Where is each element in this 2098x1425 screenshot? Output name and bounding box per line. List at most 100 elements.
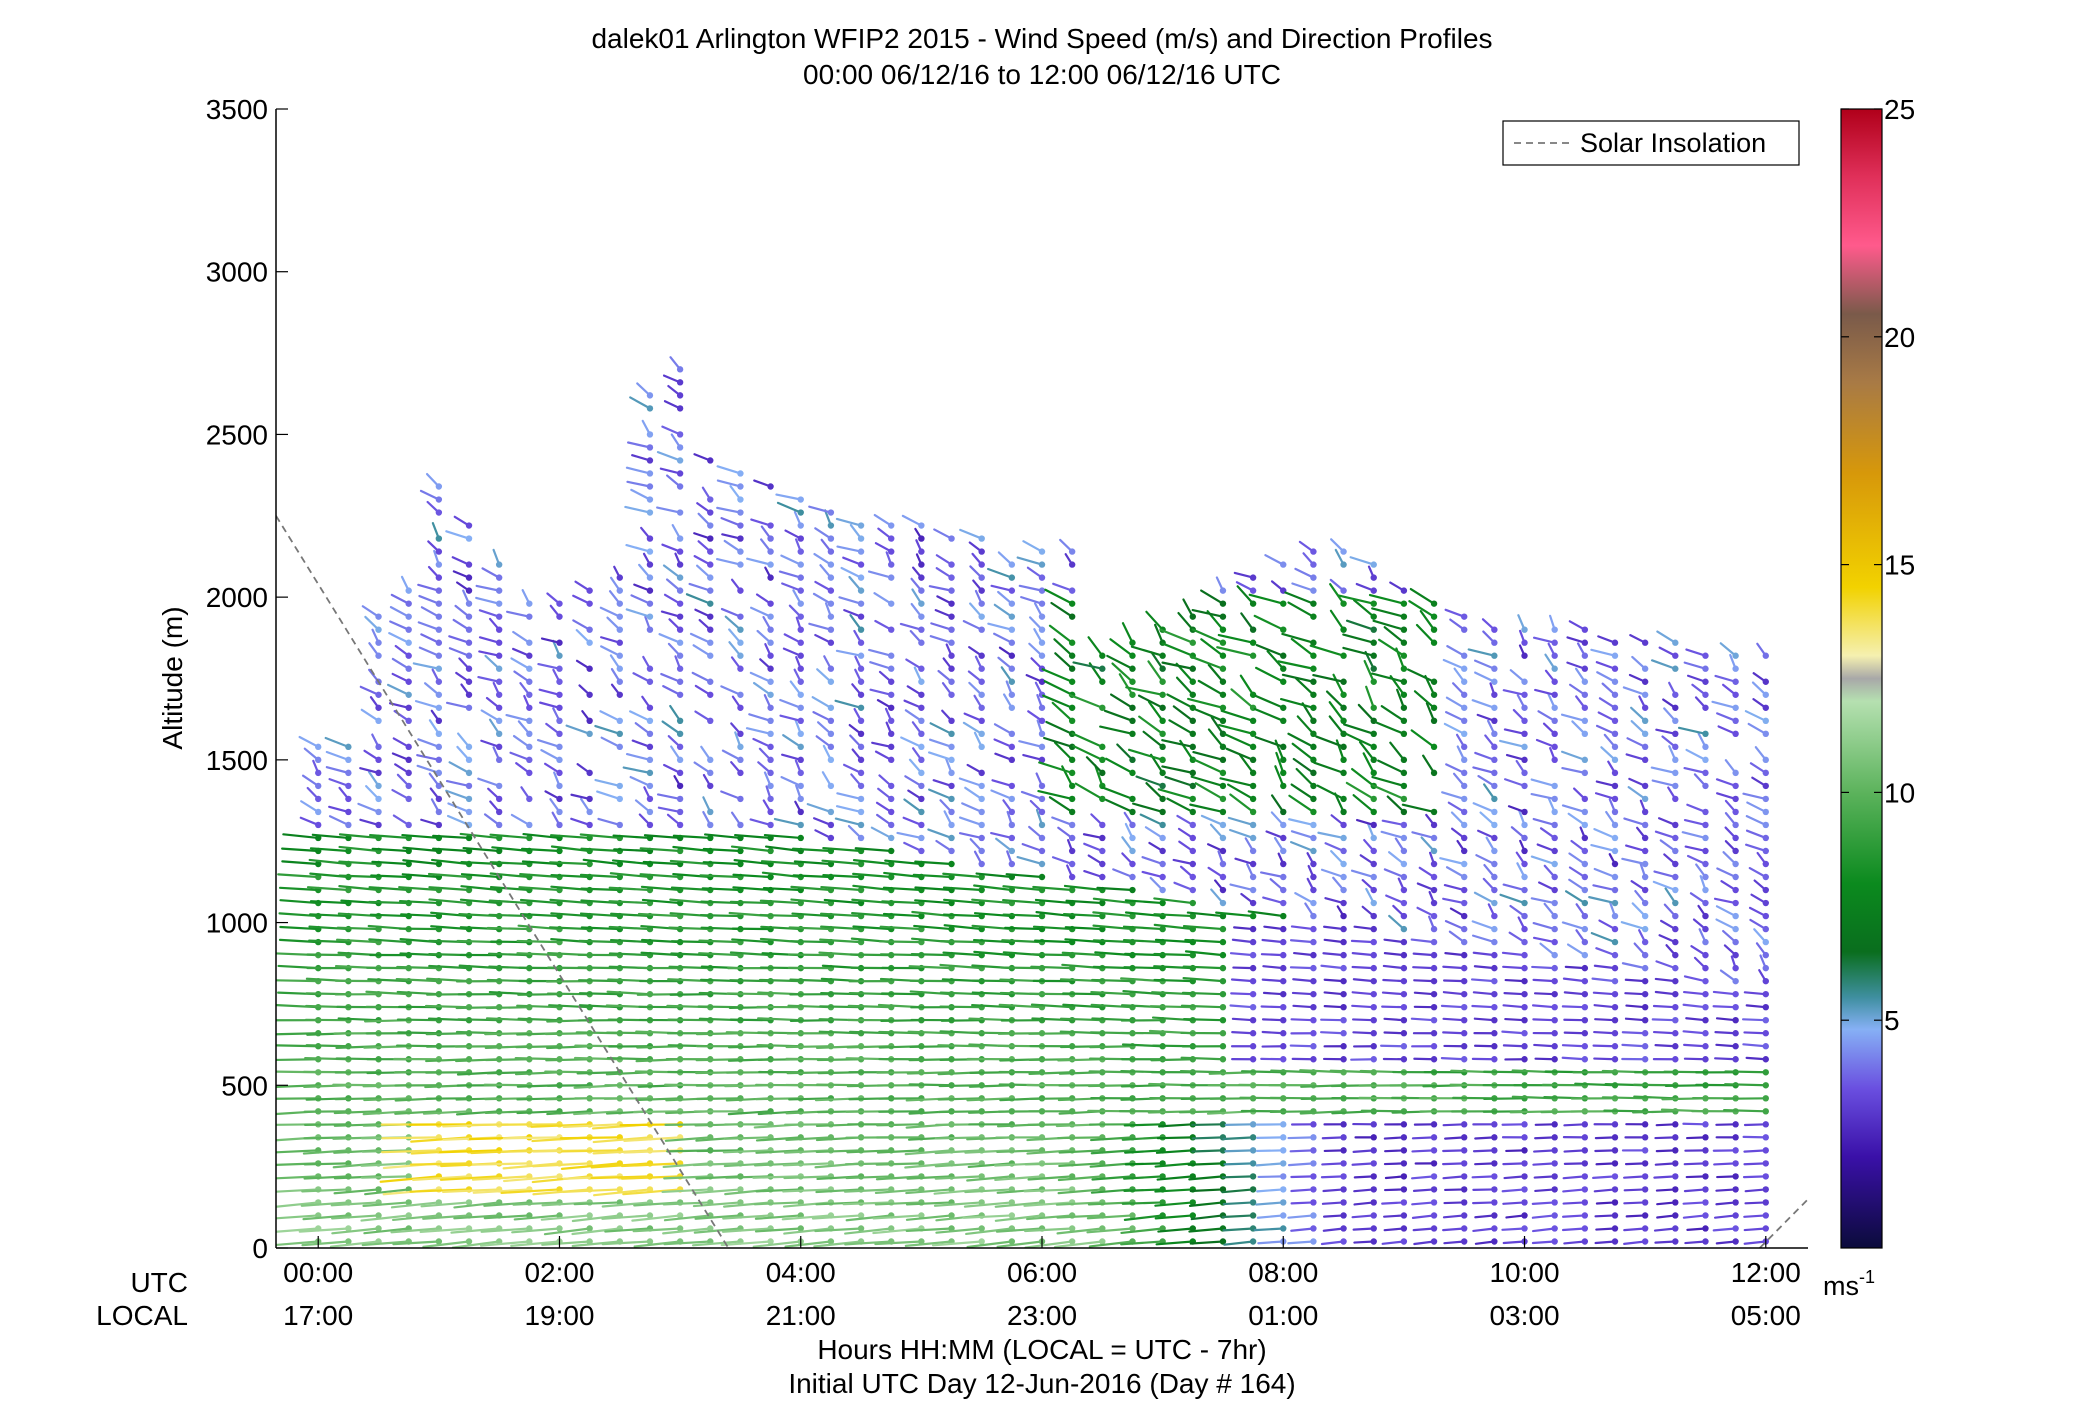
wind-barb <box>357 802 382 816</box>
wind-barb <box>849 614 865 633</box>
wind-barb <box>1053 741 1076 764</box>
wind-barb <box>1410 1173 1438 1180</box>
wind-barb <box>688 582 714 594</box>
wind-barb <box>715 558 744 568</box>
wind-barb <box>1474 1238 1498 1245</box>
wind-barb <box>1594 1238 1619 1245</box>
wind-barb <box>702 796 714 816</box>
wind-barb <box>540 1212 593 1221</box>
wind-barb <box>1745 1056 1769 1063</box>
wind-barb <box>333 1186 382 1195</box>
wind-barb <box>1290 1225 1317 1232</box>
wind-barb <box>964 786 985 803</box>
wind-barb <box>1720 880 1739 894</box>
wind-barb <box>1034 602 1046 620</box>
wind-barb <box>1682 990 1709 998</box>
wind-barb <box>896 831 925 842</box>
wind-barb <box>1712 1225 1739 1232</box>
wind-barb <box>1475 854 1498 868</box>
wind-barb <box>1052 582 1076 594</box>
wind-barb <box>1539 827 1558 842</box>
wind-barb <box>1595 1160 1619 1167</box>
wind-barb <box>1354 1134 1377 1141</box>
wind-barb <box>1489 682 1498 698</box>
wind-barb <box>517 720 533 738</box>
wind-barb <box>1220 709 1257 725</box>
wind-barb <box>784 1238 835 1248</box>
wind-barb <box>1712 990 1739 998</box>
local-tick-label: 17:00 <box>283 1300 353 1331</box>
wind-barb <box>1745 829 1769 842</box>
wind-barb <box>1715 1186 1739 1193</box>
wind-barb <box>1290 1199 1317 1206</box>
wind-barb <box>1181 990 1227 998</box>
wind-barb <box>665 578 684 594</box>
wind-barb <box>1748 906 1769 920</box>
wind-barb <box>1655 1121 1679 1128</box>
wind-barb <box>423 682 443 698</box>
wind-barb <box>1471 699 1498 711</box>
wind-barb <box>1530 855 1558 868</box>
wind-barb <box>1132 802 1166 816</box>
wind-barb <box>851 683 865 698</box>
wind-barb <box>1654 1043 1679 1050</box>
wind-barb <box>1145 782 1166 803</box>
wind-barb <box>1256 1212 1287 1219</box>
wind-barb <box>1653 1225 1679 1232</box>
wind-barb <box>1253 1225 1287 1232</box>
wind-barb <box>1697 904 1709 920</box>
wind-barb <box>874 750 895 764</box>
wind-barb <box>1636 826 1649 842</box>
wind-barb <box>974 589 985 607</box>
wind-barb <box>552 707 563 725</box>
wind-barb <box>392 814 412 829</box>
wind-barb <box>1409 587 1438 607</box>
wind-barb <box>1336 905 1347 920</box>
wind-barb <box>1562 1173 1589 1180</box>
wind-barb <box>668 618 684 633</box>
wind-barb <box>371 628 382 646</box>
wind-barb <box>1743 990 1769 998</box>
wind-barb <box>1223 1238 1257 1246</box>
wind-barb <box>820 538 835 555</box>
wind-barb <box>1482 630 1498 646</box>
wind-barb <box>878 774 895 790</box>
wind-barb <box>538 688 563 698</box>
wind-barb <box>1445 711 1468 725</box>
wind-barb <box>1086 1212 1136 1220</box>
wind-barb <box>1415 623 1438 646</box>
wind-barb <box>808 622 835 633</box>
wind-barb <box>1355 818 1377 829</box>
wind-barb <box>1148 841 1166 855</box>
wind-barb <box>457 732 473 751</box>
wind-barb <box>636 382 654 399</box>
wind-barb <box>537 663 563 672</box>
wind-barb <box>1381 1238 1408 1245</box>
wind-barb <box>365 785 382 803</box>
wind-barb <box>1366 822 1377 842</box>
wind-barb <box>1668 745 1679 764</box>
wind-barb <box>702 860 744 868</box>
wind-barb <box>1623 1199 1649 1206</box>
wind-barb <box>1121 836 1136 855</box>
wind-barb <box>1534 688 1558 698</box>
wind-barb <box>1560 750 1589 764</box>
wind-barb <box>1322 1056 1347 1063</box>
wind-barb <box>328 778 352 790</box>
wind-barb <box>928 585 955 594</box>
wind-barb <box>1381 1199 1408 1206</box>
wind-barb <box>1472 802 1498 816</box>
wind-barb <box>730 656 744 672</box>
wind-barb <box>1321 1160 1347 1167</box>
wind-barb <box>1609 901 1619 920</box>
wind-barb <box>447 802 473 816</box>
wind-barb <box>1651 779 1679 790</box>
wind-barb <box>1503 1173 1528 1180</box>
wind-barb <box>1749 918 1769 933</box>
wind-barb <box>1442 1030 1468 1037</box>
wind-barb <box>1605 810 1619 829</box>
wind-barb <box>794 800 804 816</box>
wind-barb <box>1455 733 1468 751</box>
wind-barb <box>695 564 714 581</box>
wind-barb <box>1192 751 1227 764</box>
